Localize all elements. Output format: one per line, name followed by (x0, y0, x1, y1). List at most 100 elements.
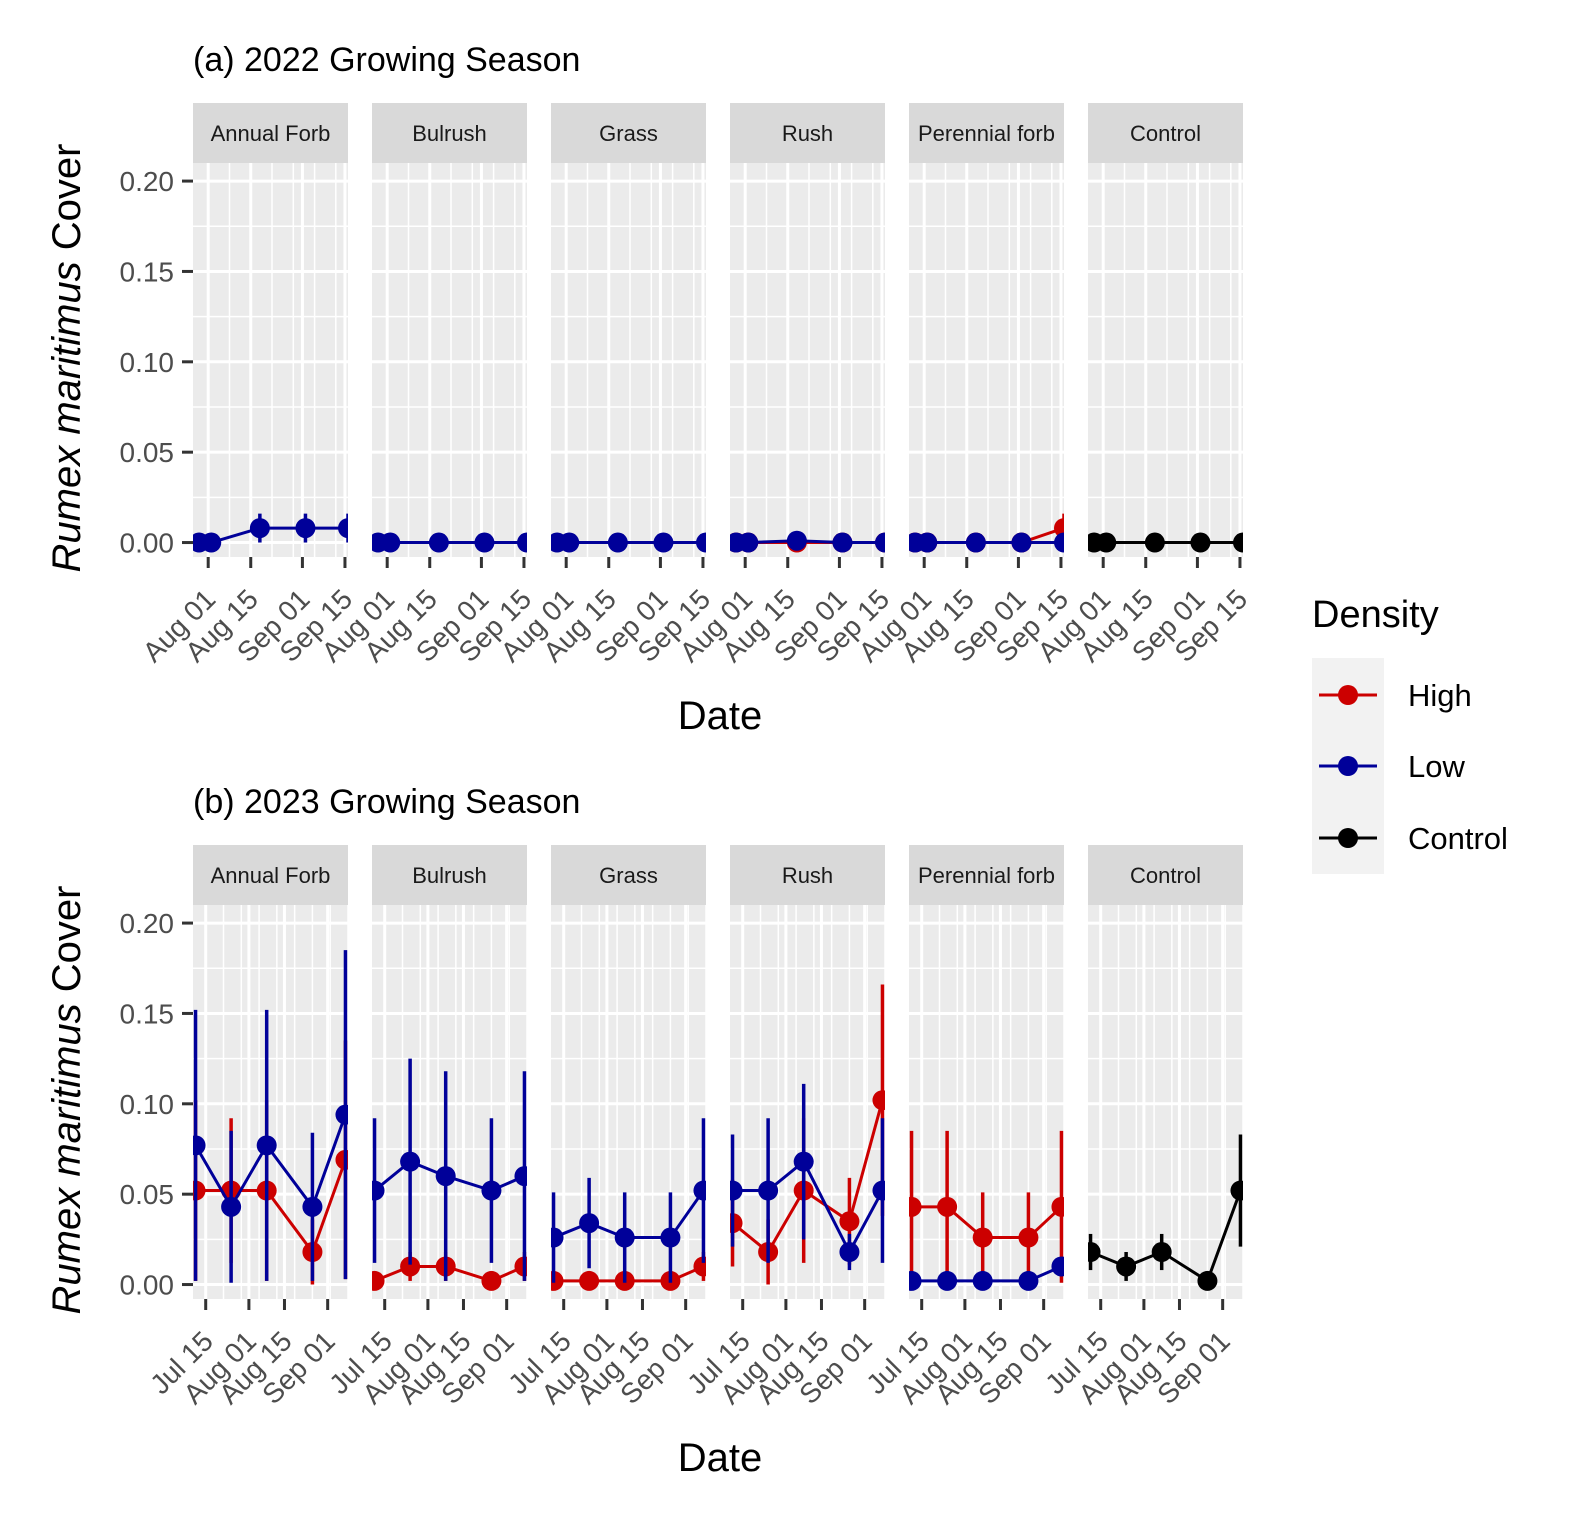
facet-strip (909, 845, 1064, 905)
legend-label-control: Control (1408, 821, 1508, 856)
chart-title-2023: (b) 2023 Growing Season (193, 783, 580, 821)
panel-data (909, 1130, 1064, 1291)
data-point (295, 518, 316, 539)
facet-strip (730, 845, 885, 905)
series-low (372, 532, 527, 553)
data-point (1233, 532, 1243, 553)
data-point (256, 1135, 277, 1156)
data-point (335, 1104, 348, 1125)
facet-strip (193, 103, 348, 163)
data-point (972, 1270, 993, 1291)
data-point (607, 532, 628, 553)
y-axis-title-species: Rumex maritimus (45, 261, 89, 572)
data-point (579, 1213, 600, 1234)
data-point (1011, 532, 1032, 553)
data-point (839, 1211, 860, 1232)
chart-2023: (b) 2023 Growing Season 0.00 0.05 0.10 0.15… (45, 783, 1244, 1480)
facet-strip-label: Annual Forb (211, 121, 331, 146)
facet-strip-label: Bulrush (412, 121, 487, 146)
legend-marker-low (1338, 756, 1358, 776)
series-high (909, 1130, 1064, 1283)
panel-background (372, 163, 527, 557)
panel-background (909, 163, 1064, 557)
data-point (758, 1180, 779, 1201)
data-point (937, 1196, 958, 1217)
x-axis-title: Date (678, 1436, 763, 1480)
data-point (551, 1227, 564, 1248)
legend-marker-high (1338, 685, 1358, 705)
data-point (249, 518, 270, 539)
panel-data (551, 532, 706, 553)
panel-background (730, 163, 885, 557)
panel-data (909, 513, 1064, 553)
y-axis-title: Rumex maritimus Cover (45, 144, 89, 573)
legend-marker-control (1338, 828, 1358, 848)
y-tick-label: 0.10 (120, 347, 175, 378)
panel-background (1088, 163, 1243, 557)
series-low (730, 1083, 885, 1271)
facet-strip-label: Annual Forb (211, 863, 331, 888)
facet-strip-label: Control (1130, 863, 1201, 888)
data-point (832, 532, 853, 553)
facet-strip-label: Grass (599, 863, 658, 888)
data-point (1051, 1196, 1064, 1217)
panel-data (730, 984, 885, 1285)
legend: Density High Low Control (1312, 594, 1508, 874)
data-point (965, 532, 986, 553)
data-point (730, 1180, 743, 1201)
facet-strip (1088, 103, 1243, 163)
chart-title-2022: (a) 2022 Growing Season (193, 41, 580, 79)
data-point (474, 532, 495, 553)
series-control (1088, 1134, 1243, 1291)
data-point (793, 1151, 814, 1172)
panel-data (193, 950, 348, 1285)
data-point (839, 1242, 860, 1263)
y-tick-label: 0.00 (120, 1270, 175, 1301)
data-point (909, 1196, 922, 1217)
panel-background (372, 905, 527, 1299)
facet-strip (909, 103, 1064, 163)
y-axis-title-cover: Cover (45, 144, 89, 262)
data-point (1190, 532, 1211, 553)
data-point (875, 532, 885, 553)
data-point (372, 1270, 385, 1291)
data-point (1096, 532, 1117, 553)
y-tick-label: 0.05 (120, 1179, 175, 1210)
data-point (193, 1135, 206, 1156)
data-point (738, 532, 759, 553)
data-point (909, 1270, 922, 1291)
y-tick-label: 0.10 (120, 1089, 175, 1120)
data-point (1230, 1180, 1243, 1201)
facet-strip (372, 103, 527, 163)
data-point (1054, 532, 1064, 553)
panel-data (730, 530, 885, 553)
data-point (1088, 1242, 1101, 1263)
data-point (400, 1256, 421, 1277)
data-point (872, 1090, 885, 1111)
data-point (481, 1270, 502, 1291)
data-point (917, 532, 938, 553)
legend-title: Density (1312, 594, 1439, 636)
data-point (693, 1180, 706, 1201)
panel-data (1088, 532, 1243, 553)
facet-strip-label: Rush (782, 863, 833, 888)
series-low (909, 532, 1064, 553)
panel-background (193, 163, 348, 557)
legend-label-high: High (1408, 678, 1472, 713)
panel-data (372, 1058, 527, 1291)
data-point (517, 532, 527, 553)
data-point (428, 532, 449, 553)
facet-strip-label: Rush (782, 121, 833, 146)
facet-strip-label: Perennial forb (918, 863, 1055, 888)
data-point (937, 1270, 958, 1291)
data-point (221, 1196, 242, 1217)
x-axis-title: Date (678, 694, 763, 738)
data-point (972, 1227, 993, 1248)
